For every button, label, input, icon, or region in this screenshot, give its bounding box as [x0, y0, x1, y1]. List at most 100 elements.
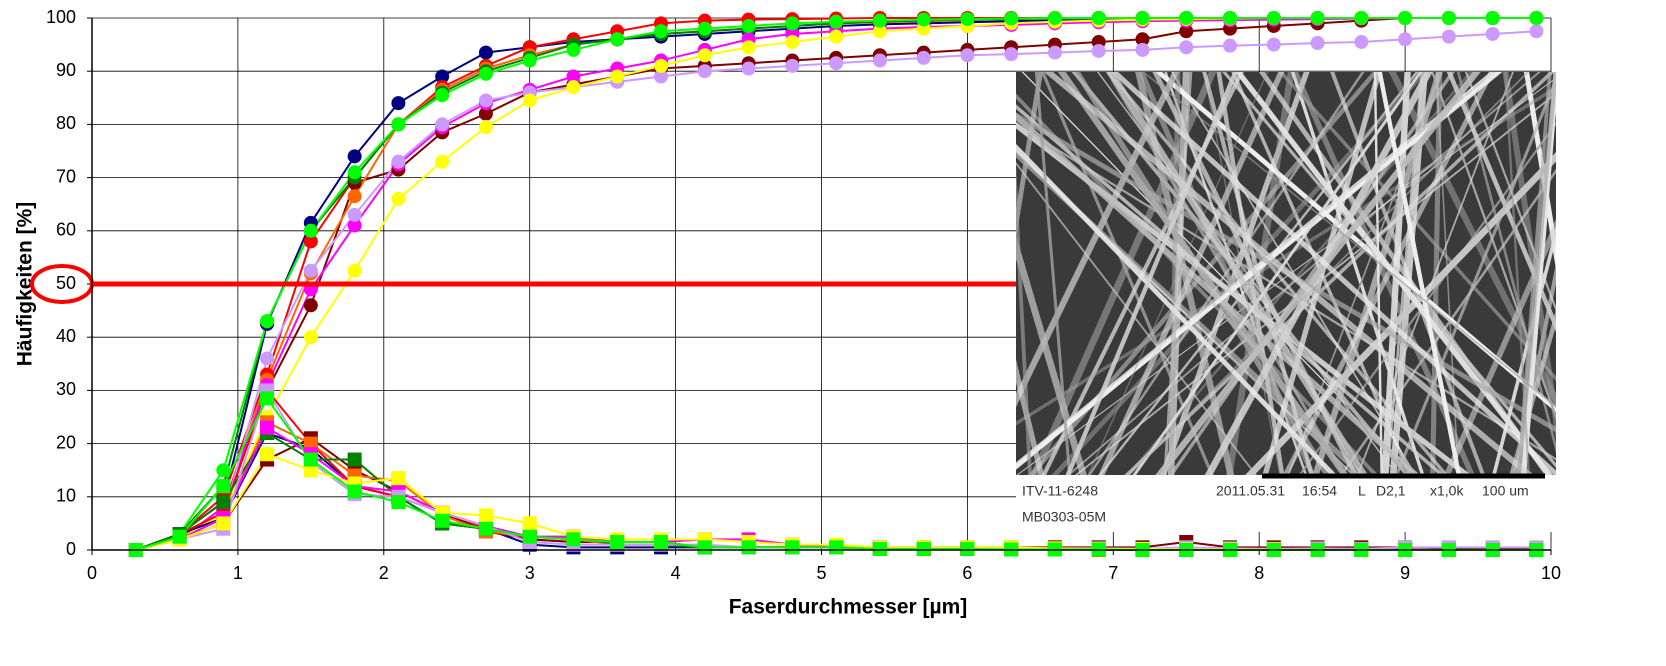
- point: [478, 508, 493, 523]
- fiber: [1098, 72, 1285, 475]
- x-axis-title: Faserdurchmesser [µm]: [729, 596, 968, 619]
- point: [1266, 37, 1281, 52]
- image-caption: x1,0k: [1430, 483, 1464, 499]
- y-tick-label: 0: [66, 539, 76, 559]
- point: [478, 45, 493, 60]
- fiber: [1618, 62, 1623, 485]
- point: [872, 13, 887, 28]
- point: [1266, 11, 1281, 25]
- point: [1004, 11, 1019, 26]
- fibers: [919, 62, 1623, 485]
- point: [829, 29, 844, 44]
- y-tick-label: 90: [56, 60, 76, 80]
- x-tick-label: 1: [233, 563, 243, 583]
- point: [1354, 34, 1369, 49]
- fiber: [1155, 72, 1481, 475]
- fiber: [1016, 143, 1338, 475]
- fiber: [1291, 72, 1425, 475]
- fiber: [1552, 72, 1556, 86]
- point: [435, 513, 450, 528]
- fiber: [1245, 151, 1556, 475]
- x-tick-label: 3: [525, 563, 535, 583]
- point: [610, 69, 625, 84]
- fiber: [1127, 72, 1530, 475]
- fiber: [1110, 72, 1556, 475]
- point: [1135, 32, 1150, 47]
- point: [566, 42, 581, 57]
- point: [566, 69, 581, 84]
- point: [1135, 11, 1150, 25]
- point: [303, 452, 318, 467]
- point: [347, 189, 362, 204]
- point: [391, 117, 406, 132]
- point: [1441, 29, 1456, 44]
- fiber: [1516, 72, 1556, 475]
- point: [916, 541, 931, 556]
- fiber: [1016, 162, 1032, 475]
- point: [872, 541, 887, 556]
- point: [697, 64, 712, 79]
- point: [960, 12, 975, 27]
- point: [829, 56, 844, 71]
- y-tick-label: 40: [56, 326, 76, 346]
- point: [260, 391, 275, 406]
- point: [741, 40, 756, 55]
- point: [260, 351, 275, 366]
- point: [391, 471, 406, 486]
- point: [216, 479, 231, 494]
- y-tick-label: 10: [56, 486, 76, 506]
- point: [1310, 36, 1325, 51]
- point: [522, 93, 537, 108]
- point: [347, 149, 362, 164]
- fiber: [1142, 72, 1556, 408]
- point: [741, 540, 756, 555]
- sem-image: [919, 62, 1623, 485]
- fiber: [1395, 75, 1556, 475]
- x-tick-label: 8: [1254, 563, 1264, 583]
- point: [260, 420, 275, 435]
- point: [960, 48, 975, 63]
- point: [435, 69, 450, 84]
- point: [1354, 11, 1369, 25]
- point: [1004, 47, 1019, 62]
- point: [347, 484, 362, 499]
- point: [1441, 11, 1456, 25]
- fiber: [1560, 62, 1613, 485]
- point: [785, 16, 800, 31]
- point: [522, 529, 537, 544]
- point: [960, 541, 975, 556]
- point: [391, 495, 406, 510]
- point: [347, 165, 362, 180]
- point: [1047, 11, 1062, 25]
- point: [478, 521, 493, 536]
- point: [303, 263, 318, 278]
- fiber: [1571, 62, 1599, 485]
- point: [435, 88, 450, 103]
- point: [654, 535, 669, 550]
- point: [697, 21, 712, 36]
- fiber: [1043, 72, 1535, 475]
- point: [216, 495, 231, 510]
- point: [785, 58, 800, 73]
- x-tick-label: 6: [962, 563, 972, 583]
- y-tick-label: 100: [46, 7, 76, 27]
- point: [697, 48, 712, 63]
- point: [216, 463, 231, 478]
- point: [303, 463, 318, 478]
- point: [303, 436, 318, 451]
- point: [1529, 24, 1544, 39]
- fiber: [1152, 72, 1358, 475]
- fiber: [919, 62, 920, 485]
- point: [1485, 26, 1500, 41]
- point: [829, 540, 844, 555]
- point: [1135, 42, 1150, 57]
- point: [478, 106, 493, 121]
- y-tick-label: 30: [56, 379, 76, 399]
- point: [216, 516, 231, 531]
- point: [347, 263, 362, 278]
- point: [1310, 11, 1325, 25]
- point: [1529, 11, 1544, 25]
- y-tick-label: 50: [56, 273, 76, 293]
